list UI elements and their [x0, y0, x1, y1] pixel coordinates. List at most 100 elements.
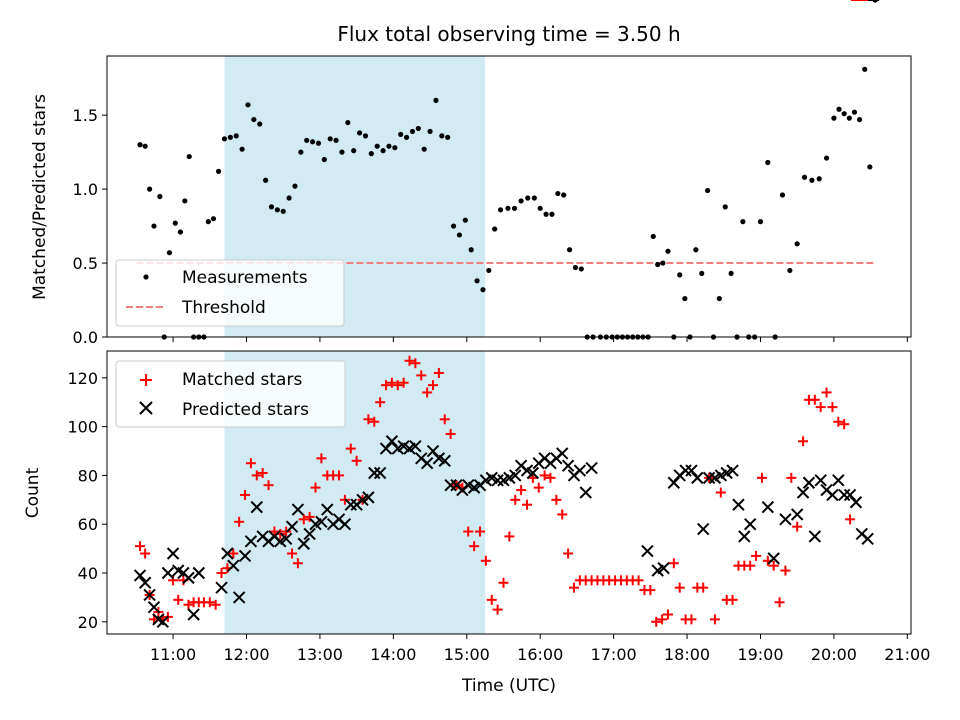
measurement-point — [433, 97, 439, 103]
measurement-point — [274, 207, 280, 213]
top-y-ticks: 0.0 0.5 1.0 1.5 — [73, 106, 107, 347]
x-tick-label: 16:00 — [517, 645, 563, 664]
y-tick-label: 1.0 — [73, 180, 98, 199]
matched-star-point — [539, 470, 550, 481]
legend-matched-label: Matched stars — [182, 370, 302, 390]
measurement-point — [368, 151, 374, 157]
y-tick-label: 60 — [78, 515, 98, 534]
matched-star-point — [668, 558, 679, 569]
y-tick-label: 0.5 — [73, 254, 98, 273]
measurement-point — [555, 190, 561, 197]
predicted-star-point — [362, 491, 375, 504]
measurement-point — [327, 136, 333, 142]
matched-star-point — [298, 514, 309, 525]
matched-star-point — [833, 416, 844, 427]
predicted-star-point — [802, 476, 816, 489]
predicted-star-point — [579, 486, 592, 499]
matched-star-point — [269, 526, 280, 537]
measurement-point — [572, 264, 579, 271]
measurement-point — [239, 146, 245, 152]
measurement-point — [182, 198, 188, 204]
measurement-point — [427, 128, 433, 135]
y-tick-label: 20 — [78, 613, 98, 632]
measurement-point — [816, 176, 822, 182]
measurement-point — [549, 211, 555, 217]
matched-star-point — [839, 419, 850, 430]
matched-star-point — [469, 541, 480, 552]
measurement-point — [531, 195, 537, 201]
matched-star-point — [439, 414, 450, 425]
matched-star-point — [827, 402, 838, 413]
matched-star-point — [527, 472, 538, 483]
x-tick-label: 21:00 — [884, 645, 930, 664]
matched-star-point — [504, 531, 515, 542]
matched-star-point — [727, 594, 738, 605]
matched-star-point — [173, 594, 184, 605]
predicted-star-point — [849, 496, 863, 509]
matched-star-point — [568, 582, 579, 593]
predicted-star-point — [585, 461, 598, 475]
top-axes-frame — [106, 55, 912, 338]
matched-star-point — [404, 355, 415, 366]
matched-star-point — [480, 555, 491, 566]
measurement-point — [151, 223, 157, 229]
predicted-star-point — [147, 600, 161, 614]
top-x-ticks — [172, 337, 908, 342]
predicted-star-point — [143, 588, 156, 602]
measurement-point — [492, 226, 498, 232]
predicted-star-point — [344, 498, 357, 511]
measurement-point — [728, 270, 734, 277]
predicted-star-point — [832, 474, 845, 487]
matched-star-point — [345, 443, 356, 454]
matched-star-point — [657, 614, 668, 625]
predicted-star-point — [767, 552, 780, 565]
bottom-y-ticks: 20 40 60 80 100 120 — [67, 369, 107, 632]
predicted-star-point — [420, 457, 434, 470]
bottom-legend-box — [115, 360, 346, 428]
measurement-point — [537, 205, 543, 211]
matched-star-point — [821, 387, 832, 398]
matched-star-point — [545, 472, 556, 483]
measurement-point — [146, 186, 153, 192]
measurement-point — [392, 145, 398, 151]
predicted-star-point — [409, 439, 422, 453]
x-tick-label: 20:00 — [811, 645, 857, 664]
measurement-point — [280, 208, 286, 214]
predicted-star-point — [526, 466, 540, 480]
predicted-star-point — [679, 464, 692, 477]
legend-predicted-marker — [139, 401, 153, 415]
legend-measurements-label: Measurements — [182, 268, 308, 288]
predicted-star-point — [244, 535, 258, 548]
measurement-point — [262, 177, 269, 183]
measurement-point — [722, 204, 728, 210]
measurement-point — [468, 247, 474, 253]
matched-star-point — [445, 428, 456, 439]
measurement-point — [561, 192, 567, 198]
measurement-point — [172, 220, 178, 226]
matched-star-point — [510, 494, 521, 505]
matched-star-point — [310, 482, 321, 493]
matched-star-point — [768, 560, 779, 571]
matched-star-point — [334, 470, 345, 481]
measurement-point — [415, 125, 421, 132]
measurement-point — [398, 131, 404, 137]
measurement-point — [177, 229, 184, 235]
predicted-star-point — [702, 471, 716, 485]
predicted-star-point — [138, 576, 152, 589]
measurement-point — [315, 140, 322, 146]
predicted-star-point — [161, 566, 175, 580]
legend-measurements-marker — [143, 274, 149, 280]
matched-star-point — [386, 377, 397, 388]
matched-star-point — [645, 585, 656, 596]
matched-star-points — [135, 0, 879, 627]
measurement-point — [462, 217, 468, 223]
measurement-point — [831, 115, 837, 121]
predicted-star-point — [738, 530, 751, 543]
matched-star-point — [715, 487, 726, 498]
measurement-point — [705, 187, 711, 194]
measurement-point — [677, 272, 683, 278]
measurement-point — [439, 133, 445, 139]
x-tick-label: 12:00 — [223, 645, 269, 664]
measurement-point — [157, 193, 163, 200]
predicted-star-point — [743, 518, 757, 531]
